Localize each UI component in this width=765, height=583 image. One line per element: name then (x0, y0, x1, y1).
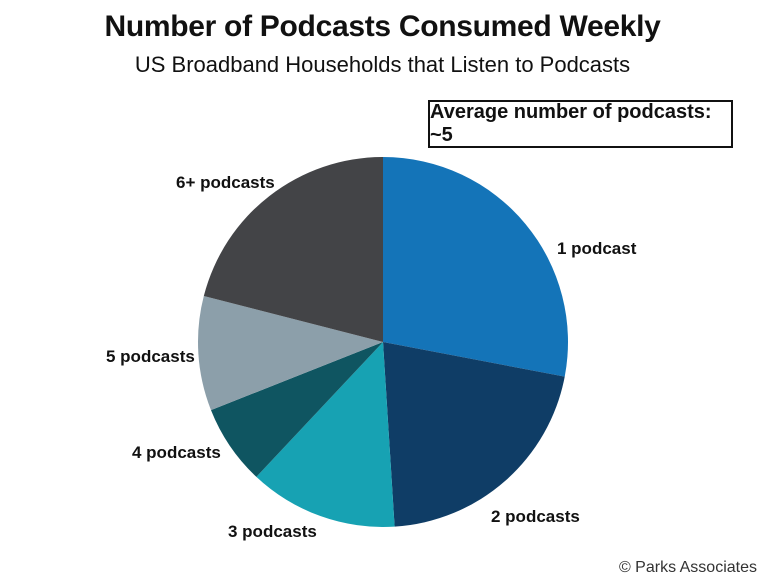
pie-slice-1-podcast (383, 157, 568, 377)
pie-slice-6plus-podcasts (203, 157, 383, 342)
slice-label-2-podcasts: 2 podcasts (491, 507, 580, 526)
slice-label-5-podcasts: 5 podcasts (106, 347, 195, 366)
slice-label-3-podcasts: 3 podcasts (228, 522, 317, 541)
pie-slice-4-podcasts (210, 342, 383, 477)
copyright-notice: © Parks Associates (618, 559, 757, 576)
chart-subtitle: US Broadband Households that Listen to P… (134, 52, 631, 77)
pie-slice-2-podcasts (383, 342, 565, 527)
average-annotation-text: Average number of podcasts: ~5 (430, 101, 712, 146)
pie-labels: 1 podcast 2 podcasts 3 podcasts 4 podcasts 5… (106, 173, 637, 541)
chart-title: Number of Podcasts Consumed Weekly (104, 10, 661, 43)
slice-label-4-podcasts: 4 podcasts (132, 443, 221, 462)
average-annotation-box: Average number of podcasts: ~5 (428, 100, 733, 148)
slice-label-1-podcast: 1 podcast (557, 239, 637, 258)
pie-slice-5-podcasts (197, 295, 383, 411)
pie-slice-3-podcasts (256, 342, 395, 527)
slice-label-6plus-podcasts: 6+ podcasts (176, 173, 275, 192)
pie-slices (197, 157, 568, 527)
